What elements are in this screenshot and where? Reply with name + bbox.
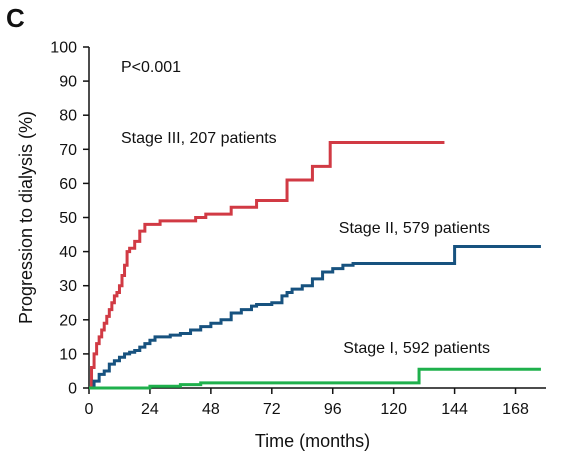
- x-axis-title: Time (months): [255, 431, 370, 451]
- y-tick-label: 70: [59, 142, 77, 159]
- y-tick-label: 90: [59, 74, 77, 91]
- series-line-2: [89, 244, 541, 390]
- y-tick-label: 80: [59, 108, 77, 125]
- p-value-annotation: P<0.001: [121, 59, 181, 76]
- x-tick-label: 0: [85, 401, 94, 418]
- series-label-2: Stage II, 579 patients: [339, 220, 490, 237]
- y-tick-label: 100: [50, 40, 77, 57]
- x-tick-label: 24: [141, 401, 159, 418]
- x-tick-label: 72: [263, 401, 281, 418]
- y-tick-label: 20: [59, 312, 77, 329]
- y-tick-label: 60: [59, 176, 77, 193]
- plot-area: 0 10 20 30 40 50 60 70 80 90 100 0 24 48 72 96 120 144 168…: [16, 40, 546, 451]
- series-line-3: [89, 367, 541, 390]
- y-tick-label: 50: [59, 210, 77, 227]
- y-tick-label: 30: [59, 278, 77, 295]
- series-line-1: [89, 140, 445, 390]
- x-tick-label: 120: [380, 401, 407, 418]
- x-tick-label: 96: [324, 401, 342, 418]
- series-label-3: Stage I, 592 patients: [343, 340, 490, 357]
- panel-label: C: [6, 3, 25, 33]
- series-label-1: Stage III, 207 patients: [121, 130, 277, 147]
- x-tick-label: 144: [441, 401, 468, 418]
- y-tick-label: 10: [59, 346, 77, 363]
- y-tick-label: 40: [59, 244, 77, 261]
- x-tick-label: 48: [202, 401, 220, 418]
- y-axis-title: Progression to dialysis (%): [16, 111, 36, 324]
- y-tick-label: 0: [68, 381, 77, 398]
- x-tick-label: 168: [502, 401, 529, 418]
